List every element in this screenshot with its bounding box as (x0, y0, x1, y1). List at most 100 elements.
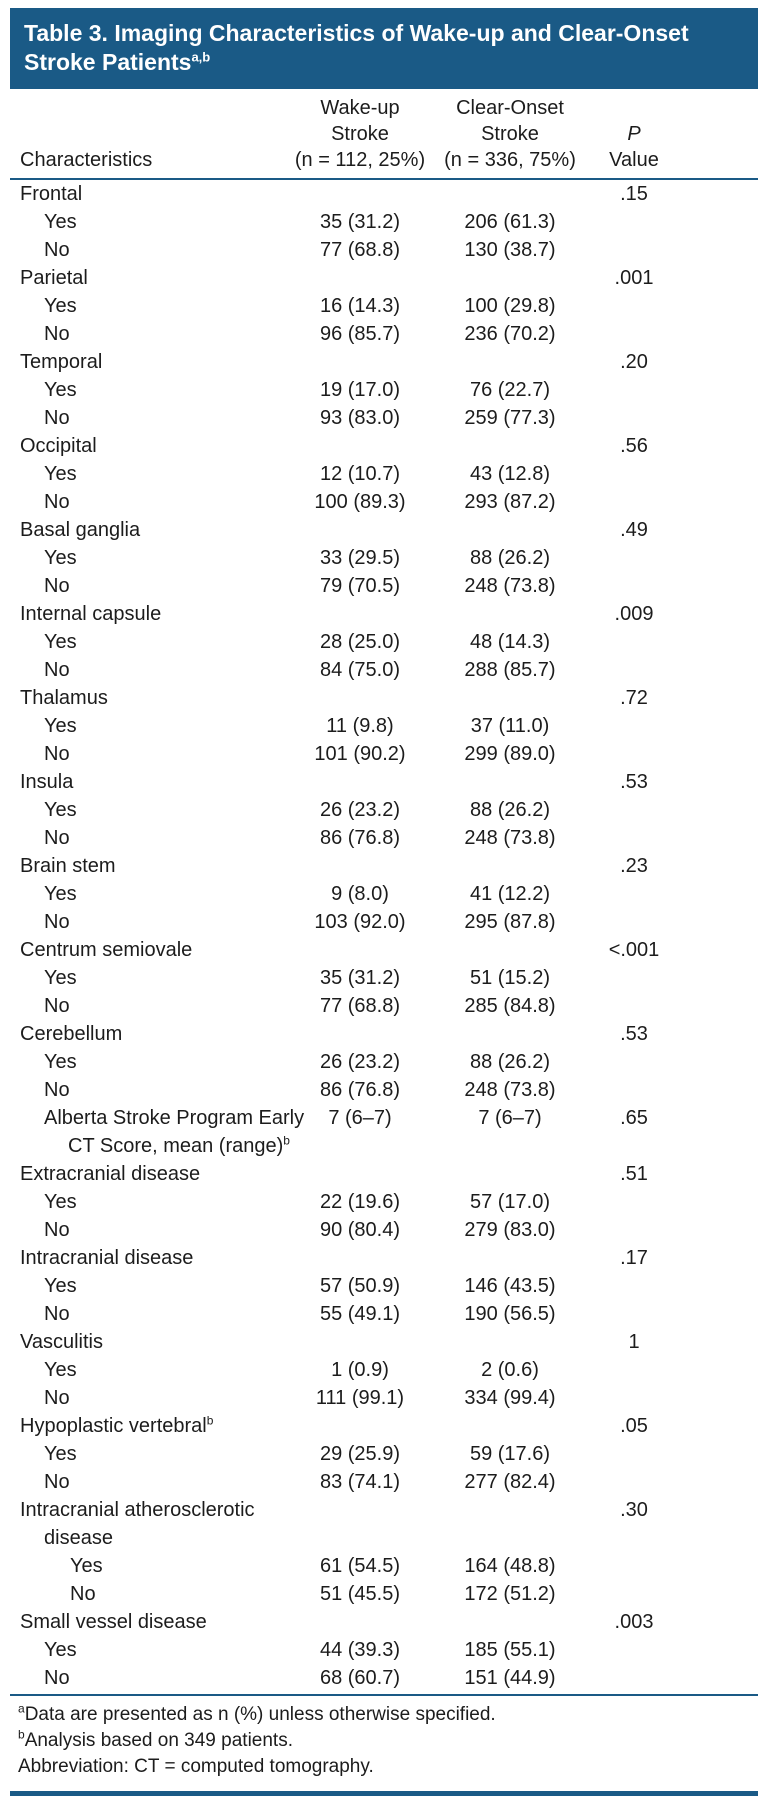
table-title: Table 3. Imaging Characteristics of Wake… (24, 20, 689, 75)
table-row: Yes 19 (17.0) 76 (22.7) (10, 376, 758, 404)
table-row: No 90 (80.4) 279 (83.0) (10, 1216, 758, 1244)
row-label-text: Occipital (20, 435, 97, 457)
row-label-text: No (44, 1079, 70, 1101)
row-label-text: Yes (44, 715, 77, 737)
row-label: No (10, 740, 280, 768)
row-label-text: No (44, 743, 70, 765)
row-label: Hypoplastic vertebralb (10, 1412, 280, 1440)
clear-onset-value: 100 (29.8) (464, 295, 556, 317)
spacer-cell (688, 1328, 758, 1356)
row-label-text: No (44, 575, 70, 597)
footnote-a-marker: a (18, 1701, 25, 1716)
table-row: Yes 28 (25.0) 48 (14.3) (10, 628, 758, 656)
spacer-cell (688, 712, 758, 740)
p-value (580, 1076, 688, 1104)
wakeup-stroke-value: 103 (92.0) (314, 911, 406, 933)
table-row: No 111 (99.1) 334 (99.4) (10, 1384, 758, 1412)
p-value (580, 1272, 688, 1300)
spacer-cell (688, 1608, 758, 1636)
table-body: Frontal .15 Yes 35 (31.2) 206 (61.3) No 77 (68… (10, 179, 758, 1692)
row-label-text-line2: disease (44, 1527, 113, 1549)
spacer-cell (688, 1636, 758, 1664)
row-label: Intracranial disease (10, 1244, 280, 1272)
clear-onset-value (440, 516, 580, 544)
spacer-cell (688, 1104, 758, 1160)
row-label-superscript: b (206, 1413, 214, 1428)
clear-onset-value: 285 (84.8) (464, 995, 556, 1017)
row-label: No (10, 572, 280, 600)
spacer-cell (688, 404, 758, 432)
row-label-text: No (44, 1303, 70, 1325)
row-label-text: No (44, 827, 70, 849)
clear-onset-value: 293 (87.2) (464, 491, 556, 513)
row-label: No (10, 1300, 280, 1328)
row-label: Yes (10, 1048, 280, 1076)
table-row: Yes 12 (10.7) 43 (12.8) (10, 460, 758, 488)
wakeup-stroke-value (280, 432, 440, 460)
row-label-text: Insula (20, 771, 74, 793)
p-value (580, 628, 688, 656)
col-header-p: P (627, 123, 641, 145)
clear-onset-value: 190 (56.5) (464, 1303, 556, 1325)
spacer-cell (688, 1300, 758, 1328)
clear-onset-value: 288 (85.7) (464, 659, 556, 681)
row-label: Yes (10, 1440, 280, 1468)
spacer-cell (688, 1020, 758, 1048)
clear-onset-value: 248 (73.8) (464, 1079, 556, 1101)
wakeup-stroke-value (280, 852, 440, 880)
clear-onset-value: 57 (17.0) (469, 1191, 551, 1213)
wakeup-stroke-value: 84 (75.0) (319, 659, 401, 681)
clear-onset-value: 236 (70.2) (464, 323, 556, 345)
row-label: No (10, 1468, 280, 1496)
table-row: Insula .53 (10, 768, 758, 796)
clear-onset-value: 295 (87.8) (464, 911, 556, 933)
row-label: Intracranial atherosclerotic disease (10, 1496, 280, 1552)
wakeup-stroke-value: 9 (8.0) (331, 883, 389, 905)
p-value (580, 292, 688, 320)
row-label: Alberta Stroke Program Early CT Score, me… (10, 1104, 304, 1160)
wakeup-stroke-value (280, 348, 440, 376)
table-row: Temporal .20 (10, 348, 758, 376)
footnote-abbreviation: Abbreviation: CT = computed tomography. (18, 1754, 758, 1780)
row-label: Insula (10, 768, 280, 796)
clear-onset-value: 259 (77.3) (464, 407, 556, 429)
p-value (580, 1300, 688, 1328)
p-value (580, 796, 688, 824)
row-label: No (10, 320, 280, 348)
clear-onset-value: 88 (26.2) (469, 547, 551, 569)
wakeup-stroke-value: 44 (39.3) (319, 1639, 401, 1661)
clear-onset-value: 76 (22.7) (469, 379, 551, 401)
row-label-superscript: b (283, 1133, 290, 1148)
row-label-text: Yes (44, 1191, 77, 1213)
p-value (580, 488, 688, 516)
spacer-cell (688, 460, 758, 488)
spacer-cell (688, 1580, 758, 1608)
wakeup-stroke-value: 101 (90.2) (314, 743, 406, 765)
row-label-text: Brain stem (20, 855, 116, 877)
wakeup-stroke-value: 12 (10.7) (319, 463, 401, 485)
row-label-text: Centrum semiovale (20, 939, 193, 961)
p-value: .001 (614, 267, 654, 289)
spacer-cell (688, 572, 758, 600)
clear-onset-value: 277 (82.4) (464, 1471, 556, 1493)
spacer-cell (688, 1272, 758, 1300)
row-label-text: Yes (70, 1555, 103, 1577)
wakeup-stroke-value: 7 (6–7) (328, 1107, 392, 1129)
row-label-text: Vasculitis (20, 1331, 103, 1353)
table-row: Intracranial disease .17 (10, 1244, 758, 1272)
row-label: No (10, 1580, 280, 1608)
p-value (580, 1636, 688, 1664)
wakeup-stroke-value: 51 (45.5) (319, 1583, 401, 1605)
spacer-cell (688, 908, 758, 936)
p-value (580, 824, 688, 852)
clear-onset-value: 164 (48.8) (464, 1555, 556, 1577)
clear-onset-value: 185 (55.1) (464, 1639, 556, 1661)
p-value: .72 (620, 687, 648, 709)
table-row: Yes 44 (39.3) 185 (55.1) (10, 1636, 758, 1664)
spacer-cell (688, 964, 758, 992)
p-value: .23 (620, 855, 648, 877)
wakeup-stroke-value: 90 (80.4) (319, 1219, 401, 1241)
clear-onset-value: 51 (15.2) (469, 967, 551, 989)
clear-onset-value: 279 (83.0) (464, 1219, 556, 1241)
spacer-cell (688, 1412, 758, 1440)
